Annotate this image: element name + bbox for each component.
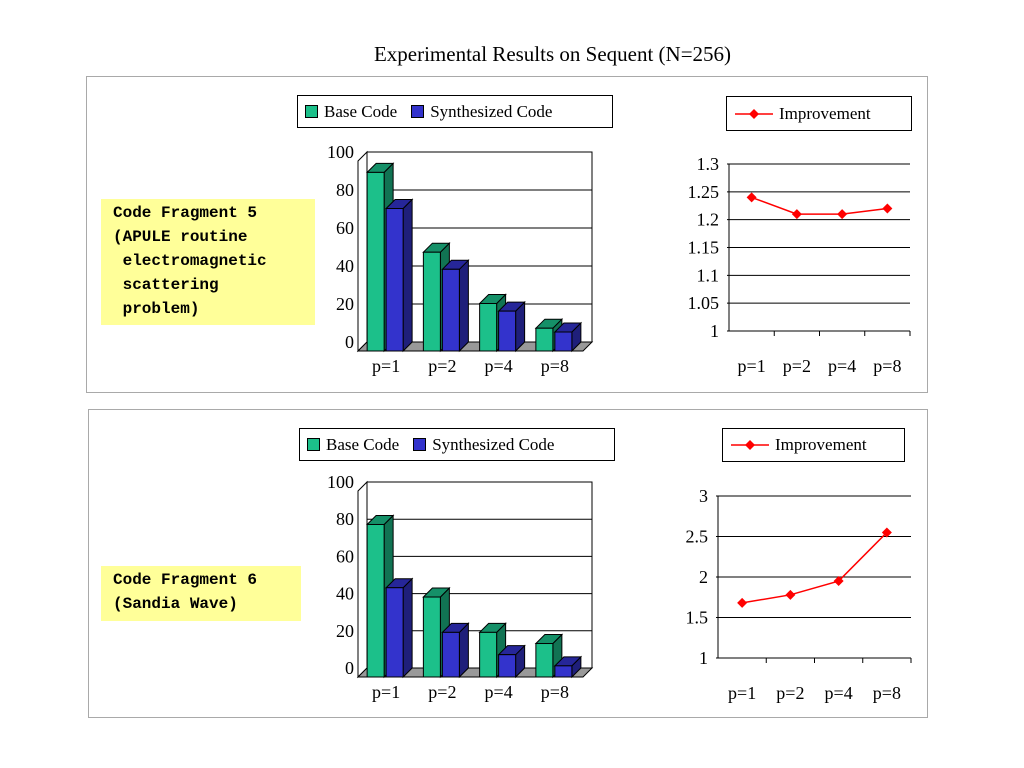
code-fragment-5-note: Code Fragment 5 (APULE routine electroma… (101, 199, 315, 325)
y-tick-label: 40 (336, 584, 354, 604)
bar-synthesized-code-p1 (385, 587, 404, 678)
y-tick-label: 100 (327, 142, 354, 162)
y-tick-label: 0 (345, 658, 354, 678)
y-tick-label: 2 (699, 567, 708, 587)
legend-item-base-code: Base Code (305, 102, 397, 122)
x-tick-label: p=2 (428, 356, 456, 376)
bar-base-code-p8 (535, 643, 554, 678)
x-tick-label: p=8 (541, 356, 569, 376)
bar-synthesized-code-p1 (385, 208, 404, 352)
code-fragment-6-note: Code Fragment 6 (Sandia Wave) (101, 566, 301, 621)
legend-label-synthesized-code: Synthesized Code (430, 101, 553, 121)
legend-swatch-base-code (305, 105, 318, 118)
x-tick-label: p=4 (828, 356, 856, 376)
improvement-line (742, 531, 888, 604)
y-tick-label: 20 (336, 294, 354, 314)
y-tick-label: 60 (336, 218, 354, 238)
improvement-point-p4 (837, 209, 848, 220)
legend-label-synthesized-code: Synthesized Code (432, 434, 555, 454)
line-legend-fragment-5: Improvement (726, 96, 912, 131)
improvement-point-p4 (833, 576, 844, 587)
legend-swatch-base-code (307, 438, 320, 451)
bar-legend-fragment-6: Base Code Synthesized Code (299, 428, 615, 461)
bar-base-code-p8 (535, 327, 554, 352)
y-tick-label: 1.25 (688, 182, 720, 202)
x-tick-label: p=2 (783, 356, 811, 376)
legend-swatch-synthesized-code (411, 105, 425, 118)
y-tick-label: 80 (336, 180, 354, 200)
y-tick-label: 1.1 (697, 265, 720, 285)
legend-label-improvement: Improvement (775, 435, 867, 454)
x-tick-label: p=1 (738, 356, 766, 376)
legend-item-synthesized-code: Synthesized Code (411, 102, 552, 122)
y-tick-label: 3 (699, 486, 708, 506)
improvement-point-p2 (785, 589, 796, 600)
legend-marker-improvement (731, 440, 769, 450)
y-tick-label: 0 (345, 332, 354, 352)
x-tick-label: p=4 (485, 356, 513, 376)
x-tick-label: p=2 (428, 682, 456, 702)
bar-base-code-p4 (479, 631, 498, 678)
y-tick-label: 1.2 (697, 210, 720, 230)
legend-label-base-code: Base Code (326, 434, 400, 454)
x-tick-label: p=1 (372, 356, 400, 376)
x-tick-label: p=8 (873, 356, 901, 376)
improvement-point-p1 (737, 597, 748, 608)
x-tick-label: p=1 (728, 683, 756, 703)
bar-base-code-p1 (366, 171, 385, 352)
y-tick-label: 20 (336, 621, 354, 641)
y-tick-label: 100 (327, 472, 354, 492)
y-tick-label: 2.5 (686, 527, 709, 547)
bar-synthesized-code-p2 (441, 268, 460, 352)
x-tick-label: p=4 (485, 682, 513, 702)
bar-legend-fragment-5: Base Code Synthesized Code (297, 95, 613, 128)
y-tick-label: 1 (710, 321, 719, 341)
improvement-point-p8 (882, 203, 893, 214)
y-tick-label: 1.3 (697, 154, 720, 174)
y-tick-label: 40 (336, 256, 354, 276)
x-tick-label: p=8 (873, 683, 901, 703)
legend-swatch-synthesized-code (413, 438, 427, 451)
line-legend-fragment-6: Improvement (722, 428, 905, 462)
bar-synthesized-code-p4 (498, 654, 517, 678)
x-tick-label: p=4 (825, 683, 853, 703)
y-tick-label: 1 (699, 648, 708, 668)
x-tick-label: p=8 (541, 682, 569, 702)
legend-marker-improvement (735, 108, 773, 119)
x-tick-label: p=2 (776, 683, 804, 703)
y-tick-label: 80 (336, 509, 354, 529)
y-tick-label: 1.5 (686, 608, 709, 628)
y-tick-label: 1.05 (688, 293, 720, 313)
bar-synthesized-code-p8 (554, 665, 573, 678)
improvement-point-p2 (791, 209, 802, 220)
improvement-point-p1 (746, 192, 757, 203)
y-tick-label: 1.15 (688, 238, 720, 258)
bar-base-code-p2 (422, 251, 441, 352)
slide-title: Experimental Results on Sequent (N=256) (373, 42, 732, 66)
bar-synthesized-code-p8 (554, 331, 573, 352)
legend-label-improvement: Improvement (779, 103, 871, 123)
bar-base-code-p4 (479, 303, 498, 352)
bar-base-code-p2 (422, 596, 441, 678)
bar-base-code-p1 (366, 523, 385, 678)
bar-synthesized-code-p2 (441, 631, 460, 678)
legend-label-base-code: Base Code (324, 101, 398, 121)
improvement-line (751, 196, 888, 215)
y-tick-label: 60 (336, 546, 354, 566)
x-tick-label: p=1 (372, 682, 400, 702)
improvement-point-p8 (881, 527, 892, 538)
bar-synthesized-code-p4 (498, 310, 517, 352)
legend-item-base-code: Base Code (307, 435, 399, 455)
legend-item-synthesized-code: Synthesized Code (413, 435, 554, 455)
